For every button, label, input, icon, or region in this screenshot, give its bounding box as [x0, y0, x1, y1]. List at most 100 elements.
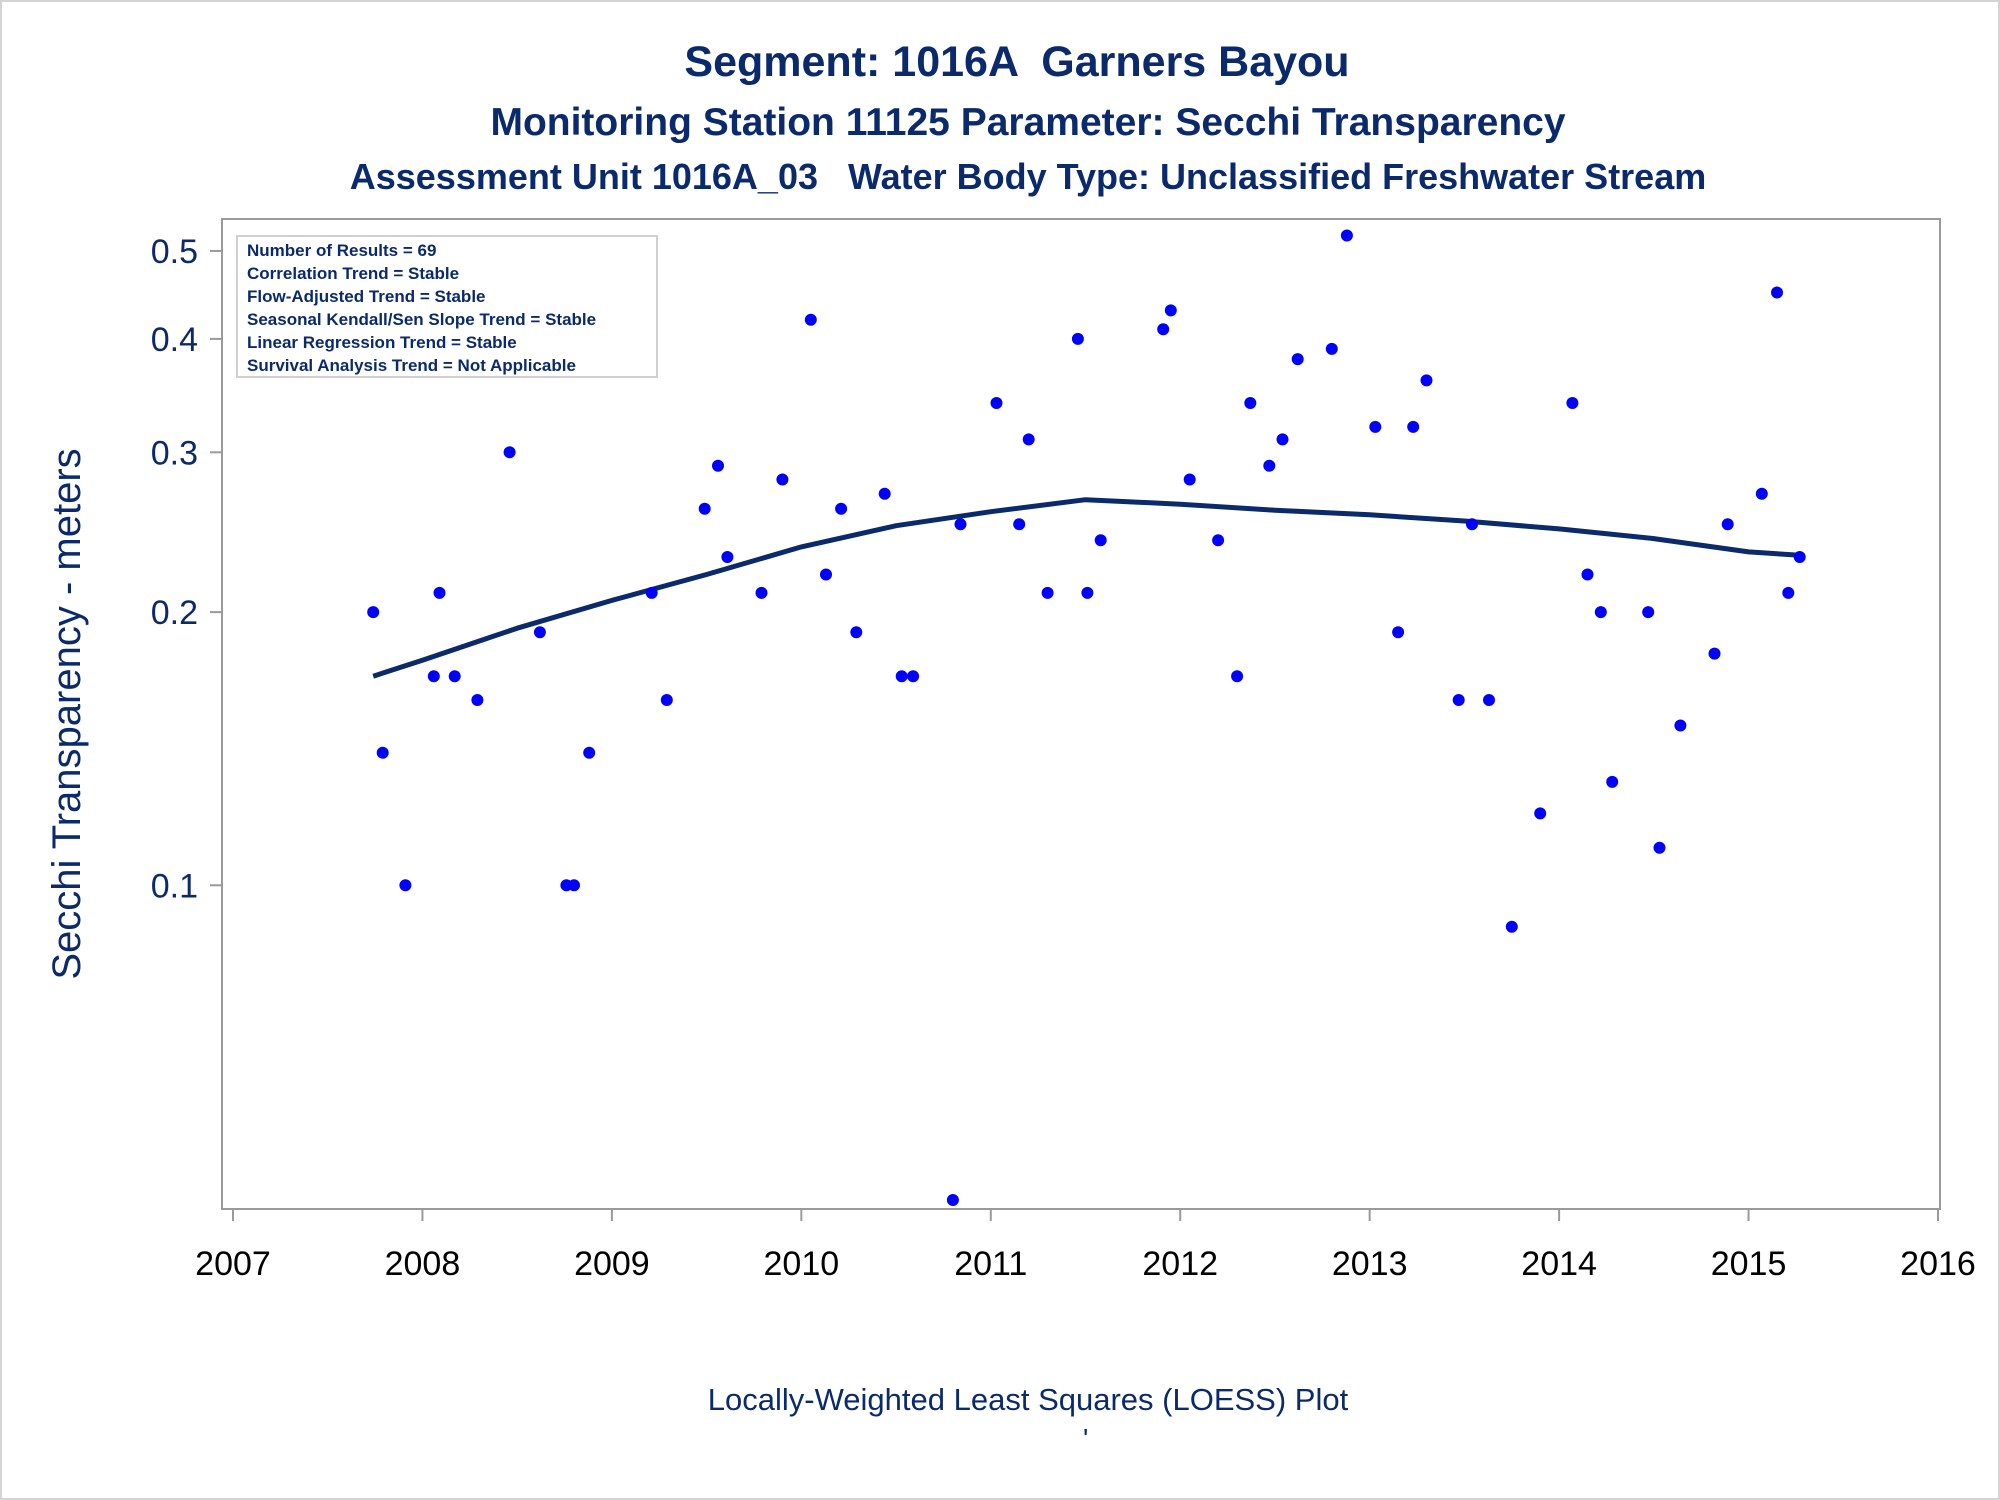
data-point [1755, 487, 1768, 500]
data-point [907, 670, 920, 683]
data-point [376, 746, 389, 759]
data-point [367, 606, 380, 619]
data-point [1452, 694, 1465, 706]
data-point [1013, 518, 1026, 531]
data-point [1212, 534, 1225, 547]
data-point [1291, 353, 1304, 366]
data-point [1071, 332, 1084, 345]
data-point [1231, 670, 1244, 683]
data-point [533, 626, 546, 639]
data-point [1581, 568, 1594, 581]
data-point [776, 473, 789, 486]
data-point [990, 397, 1003, 409]
y-tick-label: 0.4 [151, 321, 198, 359]
trend-summary-frame [236, 235, 658, 378]
trend-summary-line: Number of Results = 69 [247, 241, 436, 260]
x-tick-label: 2015 [1711, 1245, 1787, 1283]
footnote: Locally-Weighted Least Squares (LOESS) P… [707, 1382, 1349, 1417]
data-point [721, 551, 734, 563]
data-point [895, 670, 908, 683]
x-tick-label: 2016 [1900, 1245, 1976, 1283]
y-tick-label: 0.3 [151, 434, 198, 472]
data-point [1566, 397, 1579, 409]
data-points [367, 229, 1806, 1206]
data-point [1505, 920, 1518, 933]
data-point [1483, 694, 1495, 706]
y-tick-label: 0.2 [151, 594, 198, 632]
data-point [1325, 342, 1338, 355]
data-point [1369, 420, 1382, 433]
trend-summary-line: Flow-Adjusted Trend = Stable [247, 287, 486, 306]
data-point [471, 694, 484, 706]
data-point [1041, 586, 1054, 599]
x-tick-label: 2009 [574, 1245, 650, 1283]
data-point [1771, 286, 1783, 299]
data-point [1782, 586, 1795, 599]
x-tick-label: 2014 [1521, 1245, 1597, 1283]
data-point [835, 502, 848, 515]
data-point [503, 446, 516, 459]
data-point [1708, 647, 1721, 660]
data-point [755, 586, 768, 599]
data-point [1674, 719, 1687, 732]
data-point [1793, 551, 1806, 563]
data-point [1164, 304, 1177, 317]
loess-curve [372, 497, 1800, 679]
data-point [660, 694, 673, 706]
y-tick-label: 0.5 [151, 233, 198, 271]
trend-summary-line: Survival Analysis Trend = Not Applicable [247, 356, 576, 375]
data-point [427, 670, 440, 683]
data-point [1276, 433, 1289, 446]
data-point [878, 487, 891, 500]
x-tick-label: 2008 [385, 1245, 461, 1283]
trend-summary-box: Number of Results = 69 Correlation Trend … [236, 235, 658, 378]
data-point [568, 879, 580, 892]
chart-subtitle: Monitoring Station 11125 Parameter: Secc… [490, 101, 1566, 144]
x-tick-label: 2013 [1332, 1245, 1408, 1283]
data-point [1022, 433, 1035, 446]
data-point [1244, 397, 1257, 409]
x-tick-label: 2007 [195, 1245, 271, 1283]
data-point [1183, 473, 1196, 486]
plot-area [221, 218, 1941, 1210]
y-tick-label: 0.1 [151, 867, 198, 905]
data-point [583, 746, 596, 759]
data-point [1642, 606, 1655, 619]
data-point [820, 568, 832, 581]
trend-summary-line: Seasonal Kendall/Sen Slope Trend = Stabl… [247, 310, 596, 329]
trend-summary-line: Correlation Trend = Stable [247, 264, 459, 283]
x-tick-label: 2010 [764, 1245, 840, 1283]
data-point [954, 518, 967, 531]
data-point [1392, 626, 1405, 639]
data-point [448, 670, 461, 683]
data-point [1653, 841, 1666, 854]
data-point [712, 459, 724, 472]
chart-subtitle-2: Assessment Unit 1016A_03 Water Body Type… [349, 156, 1707, 197]
footnote-mark: ' [1083, 1423, 1089, 1454]
data-point [1466, 518, 1478, 531]
data-point [1594, 606, 1607, 619]
data-point [804, 313, 817, 326]
y-axis: 0.1 0.2 0.3 0.4 0.5 [151, 233, 222, 905]
data-point [645, 586, 658, 599]
data-point [946, 1194, 959, 1206]
x-tick-label: 2011 [954, 1245, 1027, 1283]
data-point [1407, 420, 1420, 433]
x-axis: 2007 2008 2009 2010 2011 2012 2013 2014 2015 2016 [195, 1209, 1976, 1283]
trend-summary-line: Linear Regression Trend = Stable [247, 333, 517, 352]
data-point [1420, 374, 1433, 387]
data-point [1263, 459, 1276, 472]
data-point [1094, 534, 1107, 547]
data-point [850, 626, 863, 639]
data-point [1534, 807, 1547, 820]
data-point [399, 879, 412, 892]
data-point [1721, 518, 1734, 531]
data-point [698, 502, 711, 515]
data-point [433, 586, 446, 599]
data-point [1081, 586, 1094, 599]
y-axis-label: Secchi Transparency - meters [45, 448, 89, 979]
x-tick-label: 2012 [1142, 1245, 1218, 1283]
data-point [1157, 323, 1170, 336]
